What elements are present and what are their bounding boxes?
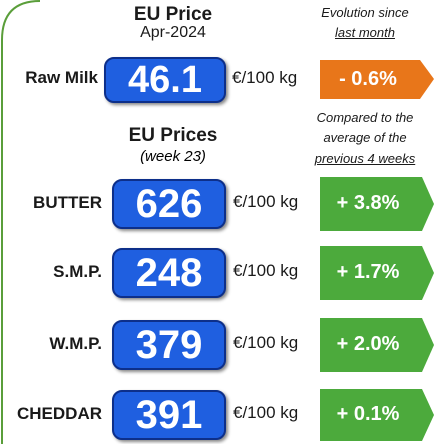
unit: €/100 kg	[233, 403, 299, 422]
comparison-label: average of the	[323, 130, 407, 145]
border	[1, 0, 41, 444]
change: + 1.7%	[336, 261, 400, 283]
comparison-label: Compared to the	[316, 110, 414, 125]
change-arrow	[320, 246, 434, 300]
change-arrow	[320, 177, 434, 231]
price-box: 46.1	[104, 57, 226, 103]
unit: €/100 kg	[233, 192, 299, 211]
change: + 2.0%	[336, 333, 400, 355]
product-label: S.M.P.	[53, 262, 102, 281]
change: + 3.8%	[336, 192, 400, 214]
evolution-label: Evolution since	[321, 5, 409, 20]
price-box: 248	[112, 248, 226, 298]
section-subtitle: (week 23)	[140, 148, 206, 165]
title: EU Price	[133, 4, 213, 25]
evolution-label: last month	[335, 25, 395, 40]
product-label: CHEDDAR	[17, 404, 102, 423]
section-title: EU Prices	[128, 125, 218, 146]
price-box: 626	[112, 179, 226, 229]
comparison-label: previous 4 weeks	[314, 151, 416, 166]
change: - 0.6%	[339, 68, 397, 90]
unit: €/100 kg	[232, 68, 298, 87]
product-label: Raw Milk	[25, 68, 98, 87]
price-box: 379	[112, 320, 226, 370]
unit: €/100 kg	[233, 261, 299, 280]
change-arrow	[320, 60, 434, 99]
change: + 0.1%	[336, 403, 400, 425]
subtitle: Apr-2024	[140, 24, 206, 41]
change-arrow	[320, 389, 434, 441]
product-label: BUTTER	[33, 193, 102, 212]
unit: €/100 kg	[233, 333, 299, 352]
change-arrow	[320, 318, 434, 372]
price-box: 391	[112, 390, 226, 440]
product-label: W.M.P.	[49, 334, 102, 353]
